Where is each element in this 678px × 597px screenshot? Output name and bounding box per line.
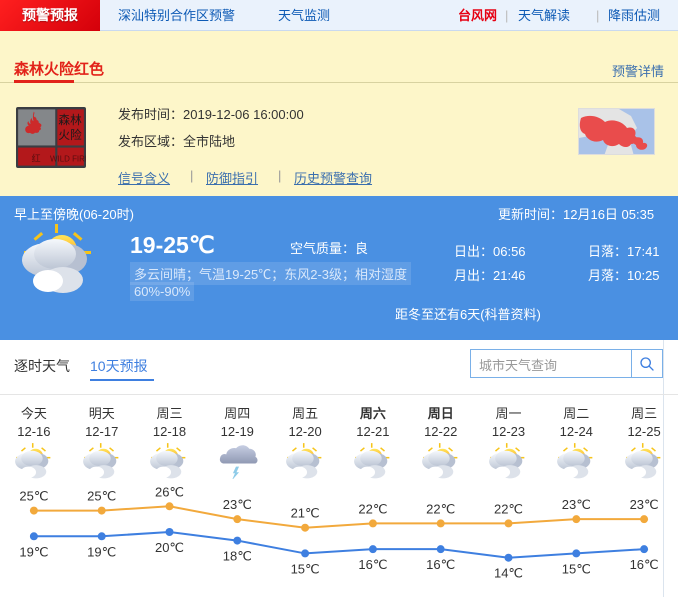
svg-text:22℃: 22℃ xyxy=(358,501,387,516)
svg-text:火险: 火险 xyxy=(58,128,82,142)
svg-text:22℃: 22℃ xyxy=(494,501,523,516)
svg-text:16℃: 16℃ xyxy=(426,557,455,572)
svg-text:森林: 森林 xyxy=(58,113,82,127)
svg-text:14℃: 14℃ xyxy=(494,566,523,581)
svg-text:19℃: 19℃ xyxy=(19,544,48,559)
svg-text:16℃: 16℃ xyxy=(358,557,387,572)
svg-text:WILD FIRE: WILD FIRE xyxy=(50,154,86,163)
svg-text:红: 红 xyxy=(32,152,41,163)
svg-text:26℃: 26℃ xyxy=(155,487,184,499)
svg-text:23℃: 23℃ xyxy=(630,497,659,512)
svg-text:18℃: 18℃ xyxy=(223,549,252,564)
svg-text:25℃: 25℃ xyxy=(87,489,116,504)
svg-text:16℃: 16℃ xyxy=(630,557,659,572)
svg-text:19℃: 19℃ xyxy=(87,544,116,559)
svg-text:23℃: 23℃ xyxy=(223,497,252,512)
svg-text:23℃: 23℃ xyxy=(562,497,591,512)
svg-text:20℃: 20℃ xyxy=(155,540,184,555)
svg-text:15℃: 15℃ xyxy=(562,561,591,576)
svg-text:22℃: 22℃ xyxy=(426,501,455,516)
svg-text:21℃: 21℃ xyxy=(291,506,320,521)
svg-text:25℃: 25℃ xyxy=(19,489,48,504)
svg-text:15℃: 15℃ xyxy=(291,561,320,576)
